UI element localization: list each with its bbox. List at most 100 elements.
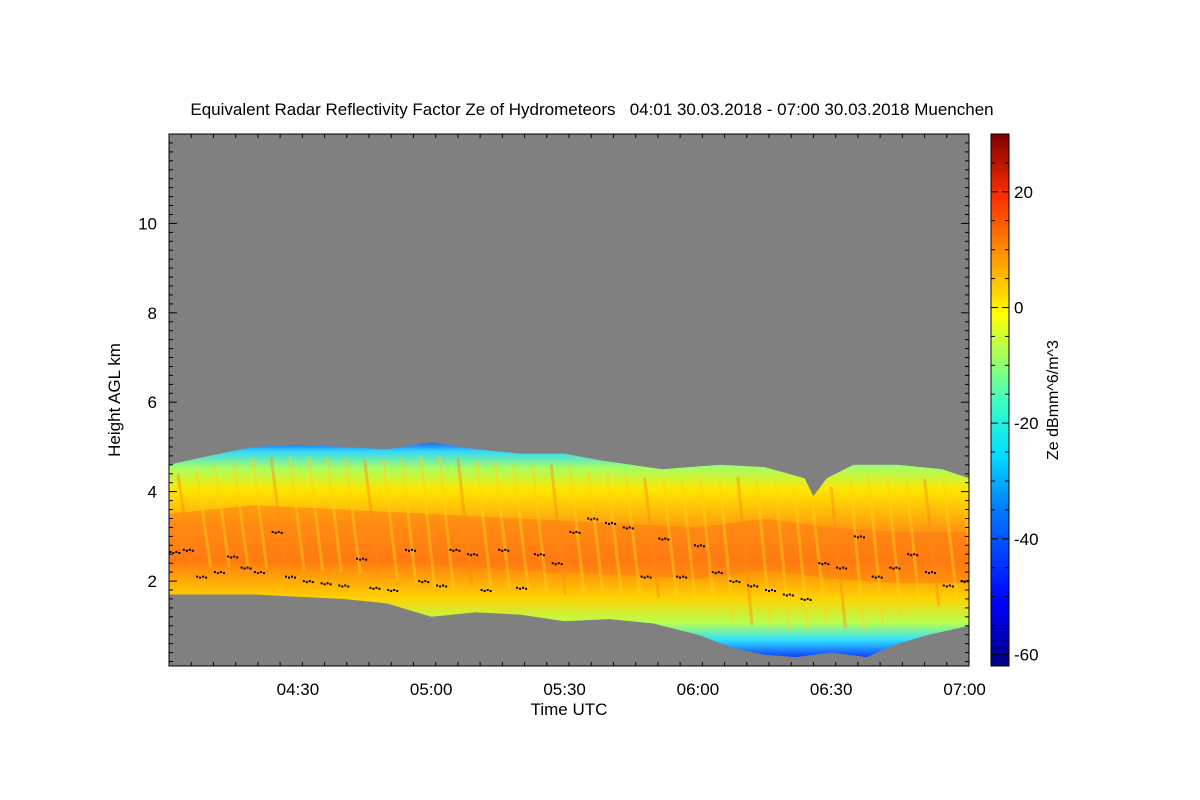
melting-layer-point	[427, 581, 430, 584]
melting-layer-point	[951, 585, 954, 588]
melting-layer-point	[782, 593, 785, 596]
melting-layer-point	[910, 554, 913, 557]
melting-layer-point	[411, 548, 413, 551]
melting-layer-point	[551, 562, 554, 565]
melting-layer-point	[622, 526, 625, 529]
melting-layer-point	[259, 571, 262, 574]
melting-layer-point	[664, 537, 667, 540]
x-tick-label: 06:30	[810, 680, 853, 699]
melting-layer-point	[323, 583, 326, 586]
melting-layer-point	[230, 556, 233, 559]
melting-layer-point	[625, 527, 628, 530]
colorbar-axis: 20 0 -20 -40 -60	[991, 133, 1039, 664]
melting-layer-point	[587, 517, 590, 520]
fall-streak	[344, 458, 362, 574]
melting-layer-point	[185, 549, 188, 552]
melting-layer-point	[685, 576, 688, 579]
fall-streak	[960, 486, 969, 555]
melting-layer-point	[809, 598, 812, 601]
melting-layer-point	[294, 576, 296, 579]
fall-streak	[848, 477, 866, 630]
melting-layer-point	[188, 548, 191, 551]
melting-layer-point	[246, 566, 249, 569]
melting-layer-point	[476, 554, 479, 557]
x-tick-label: 06:00	[677, 680, 720, 699]
melting-layer-point	[569, 530, 572, 533]
fall-streak	[792, 486, 810, 629]
fall-streak	[605, 472, 623, 594]
melting-layer-point	[714, 572, 717, 575]
melting-layer-point	[256, 572, 259, 575]
melting-layer-point	[679, 576, 682, 579]
melting-layer-point	[768, 590, 770, 592]
melting-layer-point	[519, 587, 522, 590]
melting-layer-point	[504, 548, 507, 551]
fall-streak	[493, 462, 511, 588]
melting-layer-point	[205, 576, 208, 579]
melting-layer-point	[898, 567, 901, 570]
melting-layer-point	[436, 584, 439, 587]
melting-layer-point	[387, 589, 390, 591]
melting-layer-point	[572, 531, 575, 534]
melting-layer-point	[378, 587, 381, 590]
melting-layer-point	[539, 553, 542, 556]
melting-layer-point	[253, 571, 256, 574]
y-tick-label: 2	[148, 572, 157, 591]
melting-layer-point	[458, 549, 461, 552]
melting-layer-point	[271, 530, 274, 533]
y-axis: 2 4 6 8 10	[138, 133, 969, 662]
colorbar-tick-label: 0	[1014, 299, 1023, 318]
fall-streak	[419, 455, 437, 590]
melting-layer-point	[856, 536, 859, 539]
fall-streak	[176, 473, 194, 568]
fall-streak	[568, 465, 586, 594]
melting-layer-point	[628, 526, 631, 529]
melting-layer-point	[233, 555, 236, 558]
melting-layer-point	[803, 598, 806, 601]
melting-layer-point	[738, 581, 741, 584]
melting-layer-point	[262, 572, 265, 575]
melting-layer-point	[320, 582, 323, 585]
melting-layer-point	[874, 576, 877, 579]
melting-layer-point	[405, 548, 407, 551]
melting-layer-point	[895, 566, 898, 569]
fall-streak	[661, 480, 679, 603]
melting-layer-point	[913, 553, 916, 556]
melting-layer-point	[344, 584, 347, 587]
melting-layer-point	[735, 580, 738, 583]
fall-streak	[923, 478, 941, 607]
melting-layer-point	[640, 575, 643, 578]
melting-layer-point	[169, 551, 172, 553]
melting-layer-point	[693, 544, 696, 547]
melting-layer-point	[631, 527, 634, 530]
melting-layer-point	[489, 590, 492, 592]
melting-layer-point	[467, 553, 470, 556]
fall-streak	[904, 476, 922, 611]
fall-streak	[381, 460, 399, 580]
melting-layer-point	[439, 585, 442, 588]
fall-streak	[269, 457, 287, 570]
melting-layer-point	[907, 553, 910, 556]
melting-layer-point	[963, 581, 966, 584]
melting-layer-point	[711, 571, 714, 574]
melting-layer-point	[696, 545, 699, 548]
fall-streak	[643, 477, 661, 598]
melting-layer-point	[945, 585, 948, 588]
melting-layer-point	[227, 555, 230, 558]
melting-layer-point	[590, 518, 593, 521]
melting-layer-point	[507, 549, 510, 552]
colorbar-tick-label: -40	[1014, 530, 1039, 549]
melting-layer-point	[533, 553, 536, 556]
melting-layer-point	[445, 585, 448, 588]
melting-layer-point	[536, 554, 539, 557]
melting-layer-point	[326, 582, 329, 585]
melting-layer-point	[646, 575, 649, 578]
melting-layer-point	[557, 562, 560, 565]
melting-layer-point	[372, 587, 375, 590]
melting-layer-points	[169, 517, 969, 601]
melting-layer-point	[498, 548, 501, 551]
melting-layer-point	[925, 571, 927, 574]
melting-layer-point	[178, 552, 181, 554]
chart-title: Equivalent Radar Reflectivity Factor Ze …	[190, 100, 993, 119]
